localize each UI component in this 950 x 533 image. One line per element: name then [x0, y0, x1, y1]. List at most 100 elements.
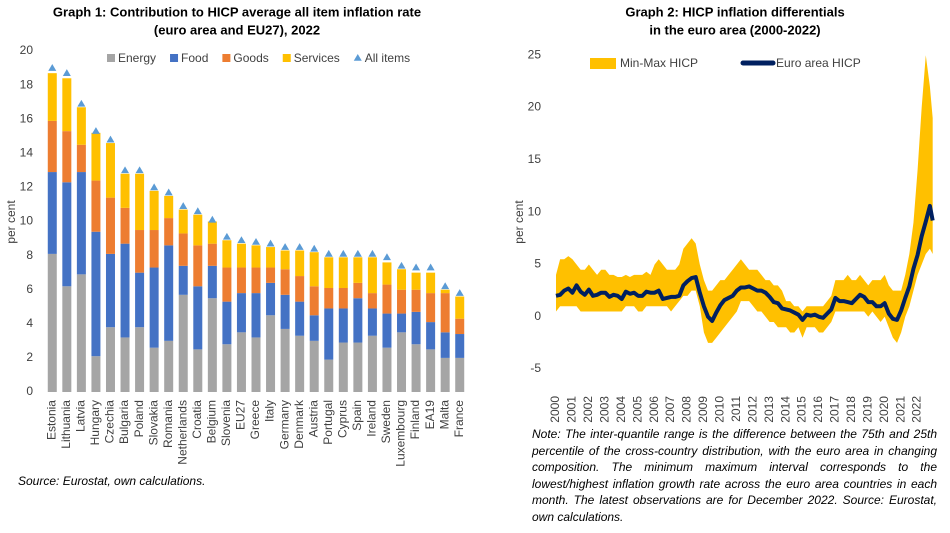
- bar-segment: [440, 332, 450, 358]
- x-tick-label: 2008: [680, 396, 694, 423]
- x-tick-label: 2000: [548, 396, 562, 423]
- y-axis-label: per cent: [4, 200, 18, 244]
- bar-segment: [149, 190, 159, 231]
- total-marker: [266, 239, 275, 247]
- total-marker: [150, 183, 159, 191]
- bar-segment: [367, 293, 377, 309]
- bar-segment: [266, 282, 276, 316]
- total-marker: [412, 263, 421, 271]
- x-tick-label: 2019: [860, 396, 874, 423]
- bar-segment: [47, 172, 57, 254]
- bar-segment: [91, 180, 101, 232]
- bar-segment: [135, 230, 145, 273]
- bar-segment: [324, 359, 334, 392]
- total-marker: [121, 166, 130, 174]
- total-marker: [252, 237, 260, 245]
- y-tick-label: 2: [26, 350, 33, 364]
- bar-segment: [411, 311, 421, 345]
- total-marker: [237, 236, 246, 244]
- bar-segment: [411, 344, 421, 392]
- x-tick-label: 2022: [910, 396, 924, 423]
- bar-segment: [164, 218, 174, 246]
- bar-segment: [62, 182, 72, 287]
- total-marker: [281, 243, 290, 250]
- bar-segment: [353, 257, 363, 283]
- bar-segment: [207, 243, 217, 266]
- bar-segment: [266, 247, 276, 268]
- x-tick-label: 2007: [663, 396, 677, 423]
- bar-segment: [76, 107, 86, 145]
- y-tick-label: 10: [20, 214, 34, 228]
- total-marker: [179, 202, 188, 209]
- y-tick-label: 20: [20, 43, 34, 57]
- bar-segment: [266, 315, 276, 392]
- x-tick-label: 2002: [581, 396, 595, 423]
- bar-segment: [338, 308, 348, 343]
- legend-swatch: [590, 58, 616, 69]
- x-tick-label: 2004: [614, 396, 628, 423]
- x-tick-label: 2006: [647, 396, 661, 423]
- bar-segment: [222, 267, 232, 302]
- bar-segment: [338, 342, 348, 392]
- bar-segment: [236, 332, 246, 392]
- bar-segment: [76, 172, 86, 275]
- x-tick-label: Estonia: [44, 400, 58, 440]
- bar-segment: [164, 195, 174, 219]
- total-marker: [324, 249, 333, 257]
- x-tick-label: 2001: [565, 396, 579, 423]
- x-tick-label: Lithuania: [59, 400, 73, 449]
- x-tick-label: Austria: [306, 400, 320, 438]
- bar-segment: [309, 340, 319, 392]
- x-tick-label: 2016: [811, 396, 825, 423]
- x-tick-label: Bulgaria: [117, 400, 131, 444]
- bar-segment: [382, 284, 392, 314]
- bar-segment: [207, 265, 217, 299]
- y-tick-label: 4: [26, 316, 33, 330]
- y-tick-label: 18: [20, 77, 34, 91]
- y-axis-label: per cent: [512, 200, 526, 244]
- bar-segment: [324, 257, 334, 288]
- bar-segment: [440, 293, 450, 333]
- y-tick-label: 16: [20, 111, 34, 125]
- bar-segment: [309, 315, 319, 341]
- total-marker: [455, 289, 464, 296]
- total-marker: [222, 232, 231, 240]
- x-tick-label: Belgium: [205, 400, 219, 443]
- legend-label: Services: [294, 51, 340, 65]
- legend-swatch: [353, 54, 362, 61]
- bar-segment: [295, 250, 305, 277]
- bar-segment: [324, 287, 334, 309]
- bar-segment: [105, 143, 115, 198]
- bar-segment: [222, 301, 232, 345]
- bar-segment: [280, 250, 290, 270]
- total-marker: [353, 249, 362, 257]
- y-tick-label: 5: [534, 257, 541, 271]
- x-tick-label: Luxembourg: [394, 400, 408, 467]
- x-tick-label: Ireland: [365, 400, 379, 437]
- bar-segment: [411, 272, 421, 290]
- x-tick-label: Poland: [132, 400, 146, 437]
- bar-segment: [91, 132, 101, 181]
- bar-segment: [455, 318, 465, 335]
- y-tick-label: 20: [528, 100, 542, 114]
- x-tick-label: Malta: [437, 400, 451, 430]
- bar-segment: [135, 173, 145, 231]
- bar-segment: [251, 267, 261, 294]
- bar-segment: [222, 344, 232, 392]
- legend-swatch: [282, 54, 291, 62]
- bar-segment: [338, 287, 348, 309]
- bar-segment: [105, 197, 115, 254]
- legend-label: Food: [181, 51, 208, 65]
- chart-title: Graph 1: Contribution to HICP average al…: [53, 4, 421, 19]
- bar-segment: [105, 327, 115, 392]
- bar-segment: [47, 253, 57, 392]
- bar-segment: [135, 272, 145, 328]
- bar-segment: [178, 233, 188, 266]
- legend-label: All items: [365, 51, 410, 65]
- bar-segment: [236, 293, 246, 333]
- y-tick-label: 15: [528, 152, 542, 166]
- x-tick-label: 2015: [795, 396, 809, 423]
- x-tick-label: Slovenia: [219, 400, 233, 446]
- x-tick-label: Sweden: [379, 400, 393, 443]
- bar-segment: [178, 294, 188, 392]
